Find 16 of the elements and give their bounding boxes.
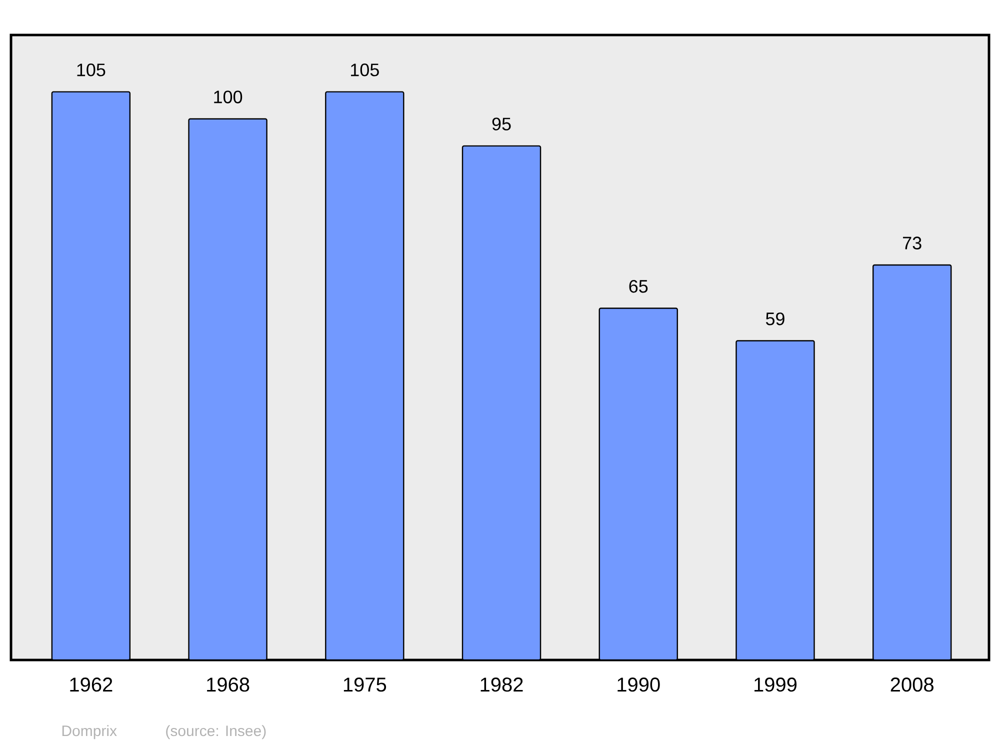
data-label: 59 [766, 312, 784, 326]
text: Domprix [62, 725, 117, 740]
x-tick-label: 2008 [890, 678, 934, 692]
x-tick-label: 1990 [618, 678, 660, 692]
x-tick-label: 1975 [344, 678, 386, 692]
x-tick-label: 1968 [207, 678, 250, 692]
x-tick-label: 1982 [480, 678, 523, 692]
data-label: 95 [492, 118, 511, 130]
data-label: 105 [77, 64, 106, 76]
x-tick-label: 1999 [754, 678, 797, 692]
x-tick-label: 1962 [70, 678, 112, 692]
data-label: 73 [903, 236, 922, 250]
data-label: 65 [629, 280, 648, 293]
data-label: 105 [351, 64, 379, 76]
data-label: 100 [214, 90, 242, 104]
text: (source: Insee) [166, 725, 266, 740]
